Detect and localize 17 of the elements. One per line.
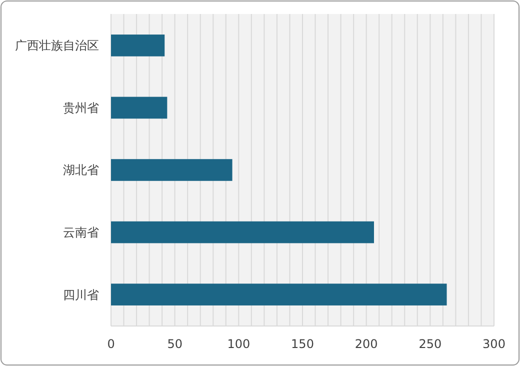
- x-tick-label: 150: [291, 337, 314, 351]
- bar: [111, 96, 168, 119]
- x-tick-label: 100: [227, 337, 250, 351]
- y-tick-label: 贵州省: [63, 100, 99, 115]
- x-tick-label: 200: [354, 337, 378, 351]
- y-tick-label: 湖北省: [63, 163, 99, 178]
- x-tick-label: 250: [418, 337, 442, 351]
- bar: [111, 34, 165, 56]
- y-tick-label: 云南省: [63, 225, 99, 240]
- x-tick-label: 50: [167, 337, 182, 351]
- bar: [111, 221, 374, 244]
- bar: [111, 284, 447, 306]
- y-tick-label: 四川省: [63, 288, 99, 302]
- x-tick-label: 0: [107, 337, 115, 351]
- bar: [111, 159, 232, 181]
- y-tick-label: 广西壮族自治区: [15, 38, 99, 53]
- x-tick-label: 300: [482, 337, 506, 351]
